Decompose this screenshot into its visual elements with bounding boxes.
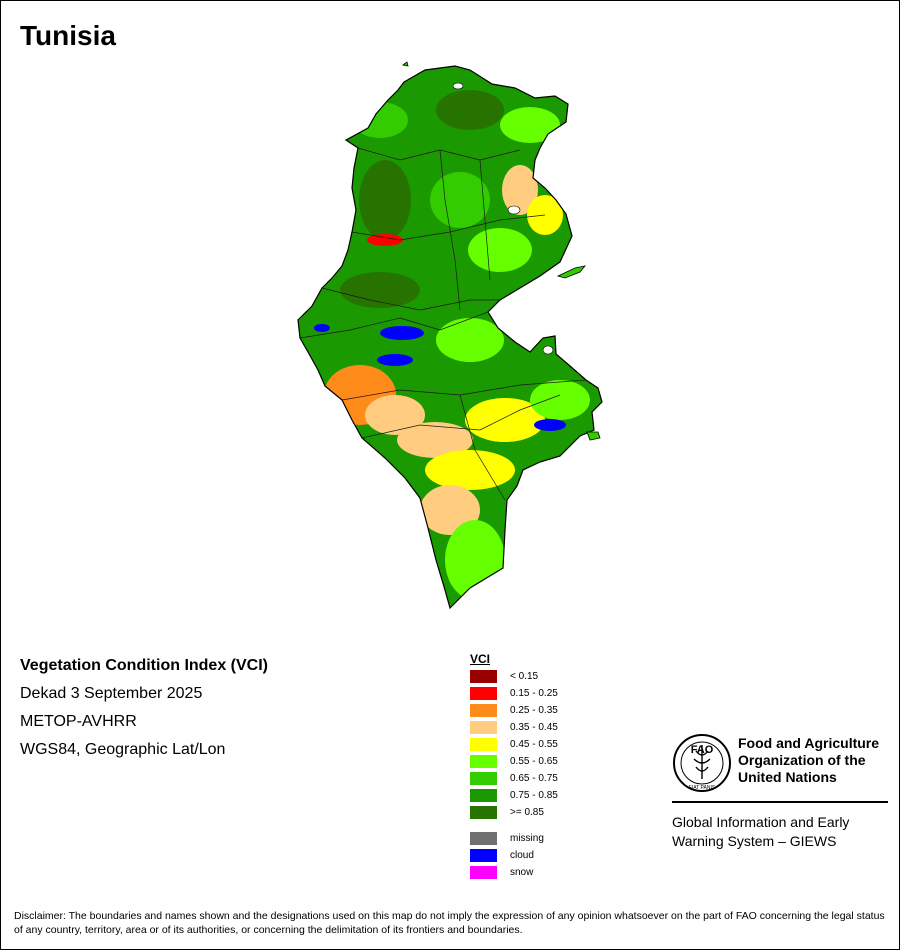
giews-line: Global Information and Early bbox=[672, 814, 850, 830]
legend-item: 0.25 - 0.35 bbox=[470, 702, 558, 719]
cloud-patch bbox=[314, 324, 330, 332]
legend-swatch bbox=[470, 687, 497, 700]
legend-item: 0.15 - 0.25 bbox=[470, 685, 558, 702]
legend-item: missing bbox=[470, 830, 558, 847]
governorate-borders bbox=[299, 147, 587, 501]
legend-label: 0.75 - 0.85 bbox=[510, 790, 558, 801]
vci-patch bbox=[430, 172, 490, 228]
vci-patch bbox=[436, 318, 504, 362]
fao-name-line: Organization of the bbox=[738, 752, 866, 768]
fao-logo-icon: FAO FIAT PANIS bbox=[673, 734, 731, 792]
legend-label: >= 0.85 bbox=[510, 807, 544, 818]
vci-legend: VCI < 0.15 0.15 - 0.25 0.25 - 0.35 0.35 - 0… bbox=[470, 652, 558, 881]
vci-patch bbox=[465, 398, 545, 442]
legend-item: < 0.15 bbox=[470, 668, 558, 685]
sensor-label: METOP-AVHRR bbox=[20, 713, 137, 730]
legend-title: VCI bbox=[470, 652, 491, 666]
fao-name: Food and Agriculture Organization of the… bbox=[738, 735, 888, 786]
legend-swatch bbox=[470, 704, 497, 717]
lakes bbox=[452, 82, 554, 355]
legend-label: 0.35 - 0.45 bbox=[510, 722, 558, 733]
legend-item: snow bbox=[470, 864, 558, 881]
legend-swatch bbox=[470, 849, 497, 862]
vci-patch bbox=[502, 165, 538, 215]
legend-label: 0.25 - 0.35 bbox=[510, 705, 558, 716]
cloud-patch bbox=[377, 354, 413, 366]
period-label: Dekad 3 September 2025 bbox=[20, 685, 203, 702]
legend-swatch bbox=[470, 755, 497, 768]
legend-item: 0.35 - 0.45 bbox=[470, 719, 558, 736]
legend-swatch bbox=[470, 721, 497, 734]
legend-item: 0.55 - 0.65 bbox=[470, 753, 558, 770]
legend-swatch bbox=[470, 670, 497, 683]
legend-label: 0.15 - 0.25 bbox=[510, 688, 558, 699]
legend-swatch bbox=[470, 738, 497, 751]
legend-swatch bbox=[470, 832, 497, 845]
legend-label: 0.65 - 0.75 bbox=[510, 773, 558, 784]
vci-patch bbox=[436, 90, 504, 130]
vci-patch bbox=[500, 107, 560, 143]
legend-swatch bbox=[470, 806, 497, 819]
fao-name-line: Food and Agriculture bbox=[738, 735, 880, 751]
legend-label: 0.45 - 0.55 bbox=[510, 739, 558, 750]
index-name: Vegetation Condition Index (VCI) bbox=[20, 657, 268, 674]
legend-item: 0.75 - 0.85 bbox=[470, 787, 558, 804]
legend-swatch bbox=[470, 772, 497, 785]
fao-logo-letters: FAO bbox=[691, 744, 714, 756]
vci-patch bbox=[340, 272, 420, 308]
vci-patch bbox=[359, 160, 411, 240]
legend-item: 0.45 - 0.55 bbox=[470, 736, 558, 753]
tunisia-vci-map bbox=[297, 61, 603, 610]
legend-item: 0.65 - 0.75 bbox=[470, 770, 558, 787]
fao-name-line: United Nations bbox=[738, 769, 837, 785]
legend-extra: missing cloud snow bbox=[470, 830, 558, 881]
legend-label: < 0.15 bbox=[510, 671, 539, 682]
islands bbox=[402, 61, 601, 441]
legend-label: snow bbox=[510, 867, 534, 878]
projection-label: WGS84, Geographic Lat/Lon bbox=[20, 741, 226, 758]
cloud-patch bbox=[534, 419, 566, 431]
vci-patch bbox=[365, 395, 425, 435]
legend-label: cloud bbox=[510, 850, 534, 861]
country-border bbox=[297, 65, 603, 610]
disclaimer: Disclaimer: The boundaries and names sho… bbox=[14, 910, 885, 936]
legend-label: missing bbox=[510, 833, 544, 844]
legend-item: >= 0.85 bbox=[470, 804, 558, 821]
vci-patch bbox=[425, 450, 515, 490]
vci-patch bbox=[397, 422, 473, 458]
legend-swatch bbox=[470, 866, 497, 879]
map-title: Tunisia bbox=[20, 20, 116, 51]
legend-label: 0.55 - 0.65 bbox=[510, 756, 558, 767]
fao-logo-motto: FIAT PANIS bbox=[689, 785, 716, 791]
vci-patch bbox=[367, 234, 403, 246]
vci-patch bbox=[445, 520, 505, 600]
vci-patch bbox=[468, 228, 532, 272]
map-info: Vegetation Condition Index (VCI) Dekad 3… bbox=[20, 657, 268, 769]
fao-divider bbox=[672, 801, 888, 803]
cloud-patch bbox=[380, 326, 424, 340]
legend-item: cloud bbox=[470, 847, 558, 864]
giews-name: Global Information and Early Warning Sys… bbox=[672, 813, 888, 851]
vci-patch bbox=[530, 380, 590, 420]
legend-swatch bbox=[470, 789, 497, 802]
legend-classes: < 0.15 0.15 - 0.25 0.25 - 0.35 0.35 - 0.45 0… bbox=[470, 668, 558, 821]
giews-line: Warning System – GIEWS bbox=[672, 833, 837, 849]
